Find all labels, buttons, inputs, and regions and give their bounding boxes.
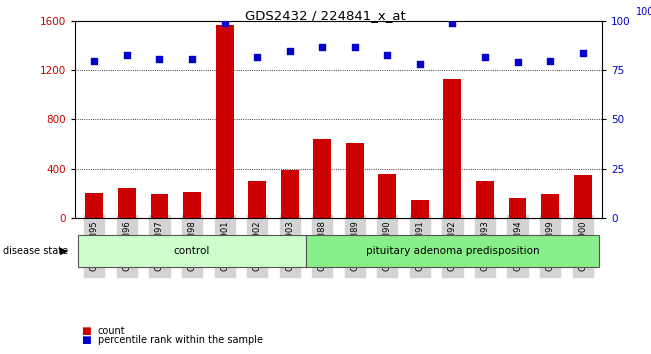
Text: 100%: 100% bbox=[637, 7, 651, 17]
Bar bbox=[443, 79, 462, 218]
Text: disease state: disease state bbox=[3, 246, 68, 256]
Point bbox=[480, 54, 490, 59]
Bar bbox=[118, 188, 136, 218]
Bar bbox=[378, 173, 396, 218]
Bar bbox=[248, 182, 266, 218]
Text: control: control bbox=[174, 246, 210, 256]
Bar bbox=[281, 170, 299, 218]
Bar bbox=[476, 182, 494, 218]
Text: pituitary adenoma predisposition: pituitary adenoma predisposition bbox=[366, 246, 539, 256]
Point bbox=[219, 21, 230, 26]
Point bbox=[512, 60, 523, 65]
Point bbox=[122, 52, 132, 57]
Bar bbox=[346, 143, 364, 218]
Bar bbox=[150, 194, 169, 218]
Point bbox=[284, 48, 295, 53]
Point bbox=[187, 56, 197, 61]
Bar bbox=[574, 175, 592, 218]
FancyBboxPatch shape bbox=[78, 235, 306, 267]
Text: ■: ■ bbox=[81, 326, 91, 336]
Bar bbox=[183, 192, 201, 218]
Text: ▶: ▶ bbox=[61, 246, 68, 256]
Point bbox=[382, 52, 393, 57]
Text: ■: ■ bbox=[81, 335, 91, 345]
Bar bbox=[215, 25, 234, 218]
Bar bbox=[411, 200, 429, 218]
Point bbox=[577, 50, 588, 56]
Bar bbox=[508, 198, 527, 218]
Point bbox=[350, 44, 360, 50]
FancyBboxPatch shape bbox=[306, 235, 599, 267]
Bar bbox=[313, 139, 331, 218]
Point bbox=[154, 56, 165, 61]
Point bbox=[545, 58, 555, 63]
Text: percentile rank within the sample: percentile rank within the sample bbox=[98, 335, 262, 345]
Text: GDS2432 / 224841_x_at: GDS2432 / 224841_x_at bbox=[245, 9, 406, 22]
Point bbox=[89, 58, 100, 63]
Point bbox=[415, 62, 425, 67]
Point bbox=[317, 44, 327, 50]
Point bbox=[447, 21, 458, 26]
Text: count: count bbox=[98, 326, 125, 336]
Bar bbox=[85, 193, 104, 218]
Bar bbox=[541, 194, 559, 218]
Point bbox=[252, 54, 262, 59]
